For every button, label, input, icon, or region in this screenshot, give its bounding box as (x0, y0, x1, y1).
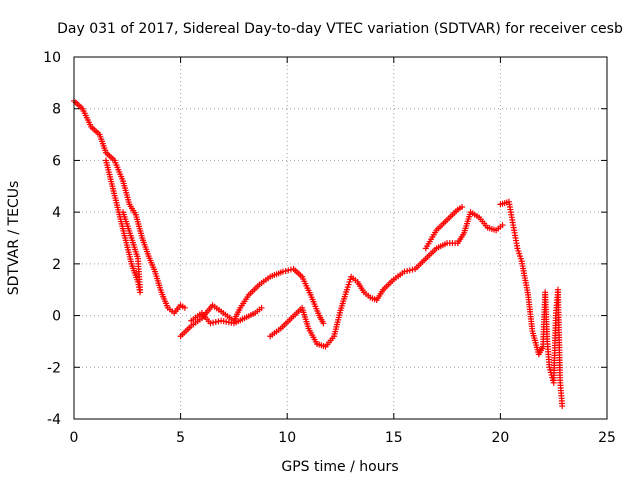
data-point (137, 286, 144, 293)
data-markers (71, 97, 566, 410)
data-point (210, 319, 217, 326)
data-point (404, 267, 411, 274)
series-upper-track (71, 97, 188, 316)
data-point (459, 203, 466, 210)
data-point (258, 304, 265, 311)
axis-ticks (73, 56, 608, 420)
x-tick-label: 0 (70, 430, 79, 446)
series-second-branch (120, 209, 144, 293)
x-tick-label: 5 (176, 430, 185, 446)
data-point (215, 318, 222, 325)
series-evening-upper (422, 203, 466, 252)
data-point (559, 403, 566, 410)
data-point (287, 266, 294, 273)
x-tick-label: 10 (278, 430, 296, 446)
tick-labels: 0 5 10 15 20 25 -4 -2 0 2 4 6 8 10 (43, 50, 616, 446)
x-tick-label: 25 (598, 430, 616, 446)
series-midday-lower (188, 304, 265, 327)
y-tick-label: -4 (47, 412, 61, 428)
series-late-segment (497, 198, 566, 410)
y-axis-label: SDTVAR / TECUs (6, 181, 22, 296)
x-tick-label: 15 (385, 430, 403, 446)
data-point (320, 320, 327, 327)
y-tick-label: 10 (43, 50, 61, 66)
series-midday-upper (177, 266, 327, 340)
data-point (285, 267, 292, 274)
y-tick-label: 8 (52, 102, 61, 118)
y-tick-label: -2 (47, 360, 61, 376)
data-point (406, 267, 413, 274)
plot-frame (73, 56, 608, 420)
data-point (279, 268, 286, 275)
data-point (409, 266, 416, 273)
data-point (499, 222, 506, 229)
y-tick-label: 4 (52, 205, 61, 221)
data-point (212, 319, 219, 326)
y-tick-label: 6 (52, 153, 61, 169)
y-tick-label: 2 (52, 257, 61, 273)
data-point (207, 320, 214, 327)
y-tick-label: 0 (52, 309, 61, 325)
data-point (181, 304, 188, 311)
data-point (401, 268, 408, 275)
x-axis-label: GPS time / hours (281, 459, 398, 475)
grid-lines (74, 57, 607, 419)
chart-title: Day 031 of 2017, Sidereal Day-to-day VTE… (57, 21, 623, 37)
data-point (282, 267, 289, 274)
x-tick-label: 20 (491, 430, 509, 446)
series-noon-dip (267, 209, 506, 350)
